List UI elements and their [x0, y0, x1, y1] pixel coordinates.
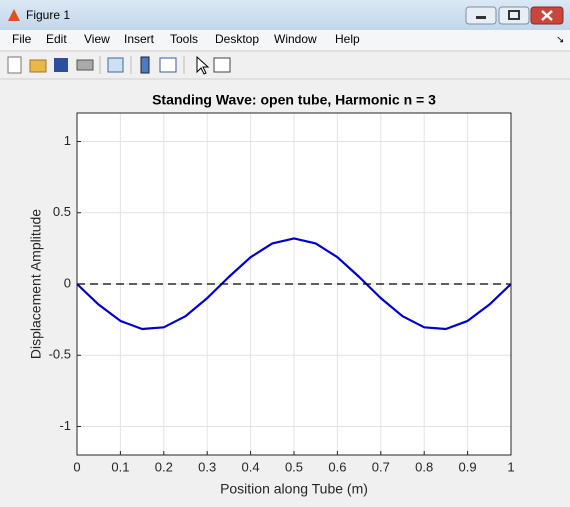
menu-group: File Edit View Insert Tools Desktop Window Help [12, 32, 360, 46]
x-tick-label: 0.9 [459, 459, 477, 474]
menu-item[interactable]: Window [274, 32, 317, 46]
menu-item[interactable]: Help [335, 32, 360, 46]
menu-item[interactable]: View [84, 32, 110, 46]
toolbar [7, 55, 231, 75]
y-axis-label: Displacement Amplitude [28, 209, 44, 359]
y-tick-label: 0.5 [53, 204, 71, 219]
y-tick-label: 0 [64, 275, 71, 290]
x-tick-label: 0.8 [415, 459, 433, 474]
open-icon[interactable] [29, 59, 47, 73]
plot-area: 0 0.1 0.2 0.3 0.4 0.5 0.6 0.7 0.8 0.9 1 -1 -0.5 0 0.5 1 [49, 112, 515, 474]
close-icon [541, 10, 553, 21]
menu-arrow[interactable]: ↘ [556, 35, 564, 46]
x-tick-label: 1 [507, 459, 514, 474]
print-icon[interactable] [76, 59, 94, 71]
property-icon[interactable] [213, 57, 231, 73]
x-tick-label: 0.7 [372, 459, 390, 474]
x-tick-label: 0.2 [155, 459, 173, 474]
minimize-icon [476, 16, 486, 19]
new-icon[interactable] [7, 56, 22, 74]
x-tick-label: 0.1 [111, 459, 129, 474]
legend-icon[interactable] [159, 57, 177, 73]
chart-title: Standing Wave: open tube, Harmonic n = 3 [152, 92, 436, 108]
maximize-icon [508, 10, 520, 20]
minimize-button[interactable] [465, 6, 497, 25]
x-tick-label: 0 [73, 459, 80, 474]
y-tick-label: -0.5 [49, 347, 71, 362]
colorbar-icon[interactable] [140, 56, 150, 74]
axes-box [76, 112, 512, 456]
save-icon[interactable] [54, 58, 68, 72]
link-icon[interactable] [107, 57, 124, 73]
x-tick-label: 0.4 [242, 459, 260, 474]
menu-bar [0, 30, 570, 50]
menu-item[interactable]: File [12, 32, 32, 46]
wave-line [76, 237, 512, 331]
pointer-icon[interactable] [196, 55, 210, 75]
menu-item[interactable]: Edit [46, 32, 67, 46]
x-tick-label: 0.6 [328, 459, 346, 474]
maximize-button[interactable] [498, 6, 530, 25]
menu-item[interactable]: Insert [124, 32, 155, 46]
y-tick-label: -1 [59, 418, 71, 433]
app-icon [8, 9, 20, 21]
menu-item[interactable]: Desktop [215, 32, 259, 46]
window-title: Figure 1 [26, 8, 70, 22]
y-tick-label: 1 [64, 133, 71, 148]
x-tick-label: 0.5 [285, 459, 303, 474]
x-axis-label: Position along Tube (m) [220, 481, 368, 497]
x-tick-label: 0.3 [198, 459, 216, 474]
menu-item[interactable]: Tools [170, 32, 198, 46]
